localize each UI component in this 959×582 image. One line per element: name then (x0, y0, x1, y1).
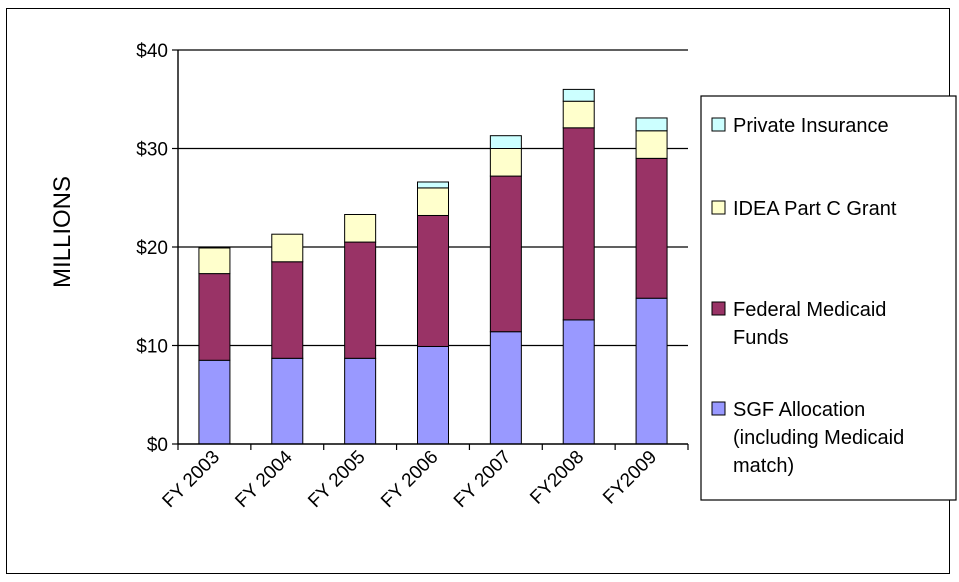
bar-segment (489, 331, 522, 445)
bar-segment (198, 247, 231, 275)
bars (198, 88, 668, 445)
bar-segment (417, 187, 449, 216)
legend-box (700, 95, 957, 501)
bar-segment (562, 127, 595, 321)
legend-label: Federal Medicaid (733, 299, 886, 321)
legend-label: SGF Allocation (733, 399, 865, 421)
legend-label: IDEA Part C Grant (733, 198, 897, 220)
legend-label: match) (733, 455, 794, 477)
legend-label: (including Medicaid (733, 427, 904, 449)
bar-segment (562, 88, 595, 102)
bar-segment (417, 181, 449, 189)
legend-swatch (711, 301, 726, 316)
x-category-label: FY 2006 (377, 447, 442, 512)
bar-segment (417, 214, 449, 347)
x-category-label: FY2008 (526, 447, 588, 509)
bar-segment (635, 130, 668, 159)
bar-segment (635, 297, 668, 445)
x-category-label: FY2009 (599, 447, 661, 509)
y-tick-label: $20 (136, 238, 168, 259)
bar-segment (562, 319, 595, 445)
bar-segment (344, 213, 377, 243)
bar-segment (344, 357, 377, 445)
bar-segment (489, 148, 522, 177)
legend-swatch (711, 200, 726, 215)
bar-segment (635, 117, 668, 132)
x-category-label: FY 2004 (231, 446, 297, 512)
y-tick-label: $40 (136, 41, 168, 62)
x-category-label: FY 2005 (304, 447, 369, 512)
x-category-label: FY 2003 (159, 447, 224, 512)
bar-segment (635, 157, 668, 299)
x-category-labels: FY 2003 FY 2004 FY 2005 FY 2006 FY 2007 FY200… (159, 446, 662, 512)
legend-swatch (711, 117, 726, 132)
bar-segment (489, 135, 522, 150)
bar-segment (271, 357, 304, 445)
legend-label: Private Insurance (733, 115, 889, 137)
bar-segment (198, 273, 231, 361)
legend-label: Funds (733, 327, 789, 349)
bar-segment (271, 261, 304, 359)
bar-segment (344, 241, 377, 359)
bar-segment (271, 233, 304, 263)
bar-segment (562, 100, 595, 129)
legend-swatch (711, 401, 726, 416)
y-tick-label: $30 (136, 140, 168, 161)
axes (177, 50, 689, 450)
bar-segment (417, 345, 449, 445)
y-tick-label: $0 (147, 435, 168, 456)
bar-segment (198, 359, 231, 445)
y-tick-labels: $0 $10 $20 $30 $40 (136, 41, 168, 456)
legend: Private Insurance IDEA Part C Grant Federa… (700, 95, 957, 501)
y-axis-label: MILLIONS (49, 176, 76, 288)
y-tick-label: $10 (136, 337, 168, 358)
bar-segment (489, 175, 522, 333)
x-category-label: FY 2007 (450, 447, 515, 512)
